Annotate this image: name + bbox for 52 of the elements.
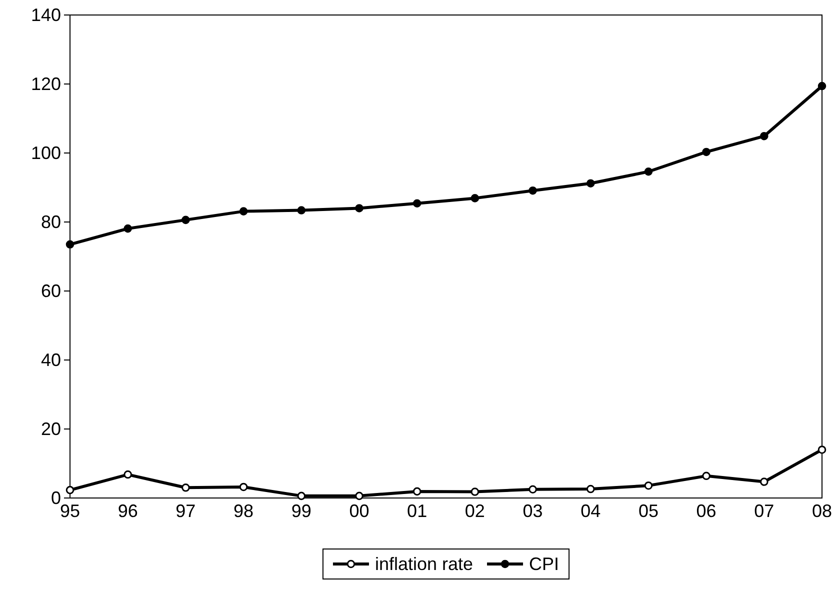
- point: [124, 470, 132, 479]
- point: [182, 216, 190, 224]
- point: [760, 478, 768, 486]
- y-tick-label: 120: [30, 74, 61, 94]
- x-tick-label: 02: [464, 500, 485, 521]
- point: [818, 446, 826, 454]
- point: [412, 199, 422, 208]
- point: [528, 485, 537, 494]
- x-tick-label: 05: [638, 500, 658, 521]
- point: [702, 472, 710, 480]
- x-tick-label: 97: [176, 500, 196, 521]
- point: [470, 194, 480, 202]
- point: [239, 482, 248, 492]
- point: [644, 481, 653, 490]
- legend-label: CPI: [529, 554, 560, 574]
- point: [644, 168, 653, 176]
- point: [297, 206, 306, 214]
- x-tick-label: 03: [522, 500, 543, 521]
- point: [586, 179, 595, 188]
- y-tick-label: 140: [30, 4, 61, 25]
- point: [412, 487, 422, 496]
- x-tick-label: 04: [580, 500, 601, 521]
- y-tick-label: 20: [40, 418, 61, 439]
- x-tick-label: 01: [407, 500, 428, 521]
- x-tick-label: 07: [754, 500, 774, 521]
- y-tick-label: 100: [30, 142, 61, 163]
- y-tick-label: 60: [40, 280, 61, 301]
- x-tick-label: 99: [291, 500, 312, 521]
- point: [355, 492, 364, 500]
- x-tick-label: 00: [349, 500, 370, 521]
- legend-label: inflation rate: [374, 554, 474, 574]
- point: [182, 484, 190, 492]
- point: [66, 486, 74, 494]
- y-tick-label: 40: [40, 350, 61, 370]
- point: [702, 148, 710, 156]
- x-tick-label: 06: [696, 500, 716, 521]
- x-tick-label: 95: [60, 500, 80, 521]
- point: [586, 484, 595, 494]
- point: [528, 186, 537, 195]
- point: [470, 488, 480, 496]
- point: [124, 224, 132, 233]
- y-tick-label: 0: [50, 488, 61, 508]
- point: [297, 492, 306, 500]
- x-tick-label: 08: [812, 500, 832, 521]
- y-tick-label: 80: [40, 212, 61, 232]
- point: [355, 204, 364, 212]
- point: [66, 240, 74, 249]
- point: [818, 82, 826, 90]
- x-tick-label: 96: [118, 500, 138, 521]
- point: [239, 207, 248, 216]
- point: [760, 132, 768, 140]
- x-tick-label: 98: [234, 500, 254, 521]
